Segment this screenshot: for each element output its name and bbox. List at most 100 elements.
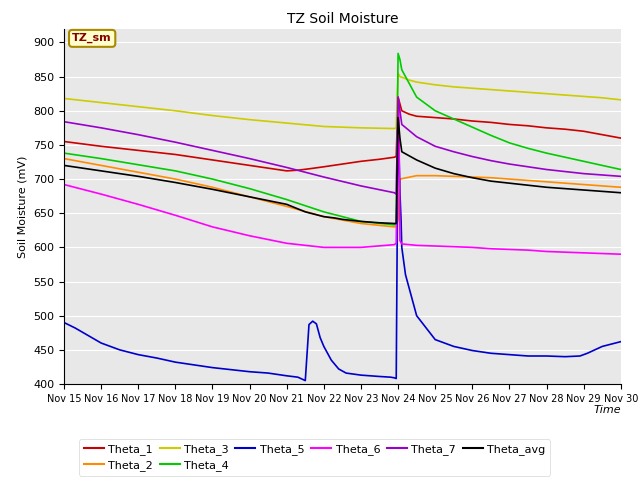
Theta_7 — [283, 165, 291, 170]
Theta_6 — [392, 240, 400, 246]
Theta_1 — [376, 156, 383, 162]
Theta_5 — [283, 373, 291, 379]
Theta_1 — [320, 164, 328, 169]
Theta_7 — [97, 125, 105, 131]
Theta_5 — [598, 344, 606, 349]
Theta_7 — [398, 121, 406, 127]
Theta_5 — [134, 352, 142, 358]
Theta_1 — [264, 165, 272, 171]
Theta_1 — [305, 166, 313, 172]
Theta_7 — [209, 147, 216, 153]
Theta_avg — [209, 186, 216, 192]
Theta_5 — [172, 359, 179, 365]
Theta_2 — [561, 180, 569, 186]
Theta_3 — [390, 126, 398, 132]
Theta_7 — [468, 154, 476, 159]
Theta_2 — [580, 181, 588, 187]
Theta_6 — [283, 240, 291, 246]
Theta_5 — [227, 367, 235, 372]
Line: Theta_1: Theta_1 — [64, 97, 621, 171]
Legend: Theta_1, Theta_2, Theta_3, Theta_4, Theta_5, Theta_6, Theta_7, Theta_avg: Theta_1, Theta_2, Theta_3, Theta_4, Thet… — [79, 439, 550, 476]
Theta_2 — [134, 169, 142, 175]
Theta_2 — [431, 173, 439, 179]
Theta_avg — [390, 221, 398, 227]
Theta_1 — [283, 168, 291, 174]
Theta_1 — [543, 125, 550, 131]
Theta_avg — [431, 165, 439, 171]
Theta_5 — [584, 350, 591, 356]
Theta_6 — [468, 244, 476, 250]
Theta_1 — [398, 108, 406, 114]
Theta_1 — [524, 123, 532, 129]
Theta_2 — [283, 204, 291, 209]
Theta_5 — [524, 353, 532, 359]
Theta_4 — [97, 156, 105, 161]
Theta_avg — [172, 180, 179, 185]
Theta_4 — [396, 57, 404, 62]
Theta_4 — [172, 168, 179, 174]
Text: Time: Time — [593, 405, 621, 415]
Theta_4 — [413, 94, 420, 100]
Theta_6 — [394, 94, 402, 100]
Theta_4 — [506, 140, 513, 146]
Theta_7 — [392, 191, 400, 197]
Theta_5 — [394, 108, 402, 114]
Theta_4 — [357, 218, 365, 224]
Theta_1 — [390, 155, 398, 160]
Theta_avg — [598, 189, 606, 194]
Theta_1 — [506, 121, 513, 127]
Theta_5 — [387, 374, 394, 380]
Theta_4 — [320, 209, 328, 215]
Theta_avg — [617, 190, 625, 196]
Theta_3 — [320, 123, 328, 129]
Theta_avg — [376, 220, 383, 226]
Theta_3 — [246, 117, 253, 122]
Theta_1 — [357, 158, 365, 164]
Theta_5 — [580, 352, 588, 358]
Theta_3 — [431, 82, 439, 88]
Theta_5 — [153, 355, 161, 361]
Theta_4 — [617, 167, 625, 172]
Theta_1 — [396, 101, 404, 107]
Theta_7 — [561, 168, 569, 174]
Theta_avg — [246, 194, 253, 200]
Theta_5 — [398, 244, 406, 250]
Theta_4 — [543, 150, 550, 156]
Theta_3 — [172, 108, 179, 114]
Theta_6 — [506, 247, 513, 252]
Theta_6 — [97, 191, 105, 197]
Theta_3 — [60, 96, 68, 101]
Theta_5 — [264, 370, 272, 376]
Theta_2 — [172, 176, 179, 182]
Theta_5 — [431, 337, 439, 343]
Theta_3 — [392, 125, 400, 131]
Theta_2 — [392, 223, 400, 229]
Theta_4 — [283, 197, 291, 203]
Theta_5 — [60, 320, 68, 325]
Theta_3 — [209, 113, 216, 119]
Theta_7 — [172, 139, 179, 145]
Theta_avg — [506, 180, 513, 186]
Theta_4 — [209, 176, 216, 182]
Theta_3 — [506, 88, 513, 94]
Theta_4 — [390, 222, 398, 228]
Theta_6 — [246, 233, 253, 239]
Theta_7 — [431, 144, 439, 149]
Theta_6 — [431, 243, 439, 249]
Theta_3 — [598, 95, 606, 101]
Theta_7 — [506, 161, 513, 167]
Theta_5 — [450, 344, 458, 349]
Theta_avg — [60, 163, 68, 168]
Theta_5 — [190, 362, 198, 368]
Line: Theta_4: Theta_4 — [64, 53, 621, 225]
Theta_5 — [209, 365, 216, 371]
Theta_5 — [395, 142, 403, 148]
Theta_3 — [283, 120, 291, 126]
Theta_5 — [301, 378, 309, 384]
Theta_avg — [97, 168, 105, 174]
Theta_avg — [413, 157, 420, 163]
Theta_5 — [396, 190, 404, 196]
Theta_2 — [246, 194, 253, 200]
Theta_1 — [450, 116, 458, 122]
Theta_5 — [309, 318, 317, 324]
